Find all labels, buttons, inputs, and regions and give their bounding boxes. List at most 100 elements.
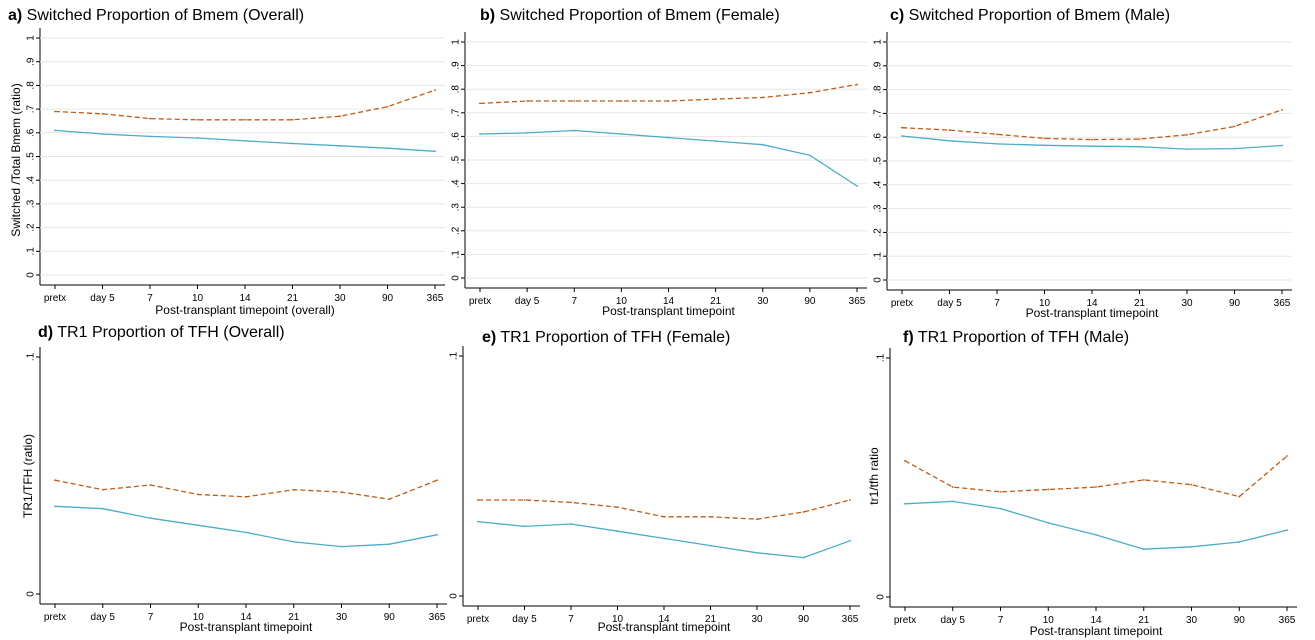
data-point [526, 131, 529, 134]
panel-letter: f) [903, 329, 914, 346]
panel-letter: e) [482, 329, 496, 346]
data-point [808, 91, 811, 94]
data-point [948, 139, 951, 142]
data-point [1281, 144, 1283, 147]
data-point [573, 129, 576, 132]
panel-title: d) TR1 Proportion of TFH (Overall) [38, 324, 285, 341]
x-tick-label: 14 [240, 612, 252, 623]
x-tick-label: 365 [1279, 615, 1296, 626]
data-point [101, 133, 104, 135]
y-tick-label: .3 [873, 204, 884, 213]
data-point [951, 500, 954, 503]
y-tick-label: .6 [451, 132, 462, 141]
y-tick-label: .7 [26, 104, 37, 113]
series-line-solid [54, 505, 438, 548]
y-tick-label: .3 [26, 199, 37, 208]
panel-title-text: TR1 Proportion of TFH (Male) [914, 329, 1129, 346]
panel-c: c) Switched Proportion of Bmem (Male) 0 .1… [873, 7, 1292, 320]
y-tick-label: .6 [26, 128, 37, 137]
data-point [756, 551, 758, 554]
y-tick-label: .9 [26, 57, 37, 66]
data-point [1286, 529, 1288, 531]
x-tick-label: 365 [849, 296, 866, 307]
data-point [951, 486, 954, 488]
data-point [1233, 125, 1236, 128]
panel-title: b) Switched Proportion of Bmem (Female) [480, 7, 780, 24]
data-point [1238, 541, 1241, 543]
data-point [570, 523, 572, 525]
x-tick-label: 30 [751, 614, 763, 625]
x-axis-label: Post-transplant timepoint [1030, 624, 1163, 638]
panel-title-text: Switched Proportion of Bmem (Overall) [22, 7, 304, 24]
x-axis-label: Post-transplant timepoint [1026, 306, 1159, 320]
data-point [386, 105, 389, 108]
x-tick-label: 10 [1039, 298, 1051, 309]
y-tick-label: .9 [451, 61, 462, 70]
data-point [340, 545, 343, 548]
y-tick-label: .5 [451, 155, 462, 164]
panel-b: b) Switched Proportion of Bmem (Female) 0… [451, 7, 867, 318]
x-tick-label: 90 [384, 612, 396, 623]
data-point [620, 133, 623, 135]
data-point [620, 100, 623, 102]
y-tick-label: .2 [451, 226, 462, 235]
series-line-solid [479, 129, 858, 187]
x-tick-label: 10 [193, 612, 205, 623]
y-tick-label: .7 [873, 109, 884, 118]
y-tick-label: 0 [451, 275, 462, 281]
data-point [802, 511, 805, 513]
x-tick-label: 10 [612, 614, 624, 625]
data-point [196, 118, 199, 121]
data-point [1043, 137, 1046, 140]
data-point [1233, 147, 1236, 150]
x-tick-label: 21 [1134, 298, 1146, 309]
data-point [388, 498, 391, 501]
data-point [1190, 545, 1193, 548]
series-line-dashed [904, 455, 1288, 498]
y-tick-label: .1 [26, 352, 37, 361]
x-tick-label: 90 [798, 614, 810, 625]
data-point [904, 459, 906, 462]
y-tick-label: 0 [26, 272, 37, 278]
x-tick-label: day 5 [91, 612, 116, 623]
x-tick-label: 14 [658, 614, 670, 625]
data-point [197, 524, 200, 527]
y-tick-label: 1 [873, 39, 884, 45]
x-tick-label: 365 [427, 293, 444, 304]
data-point [101, 112, 104, 115]
x-tick-label: 21 [288, 612, 300, 623]
data-point [1138, 138, 1141, 141]
data-point [526, 100, 529, 102]
data-point [1186, 133, 1188, 136]
x-tick-label: 30 [1186, 615, 1198, 626]
x-tick-label: pretx [467, 614, 489, 625]
data-point [1190, 483, 1193, 486]
data-point [245, 495, 247, 498]
data-point [761, 96, 764, 99]
data-point [523, 499, 526, 501]
data-point [904, 502, 906, 505]
y-tick-label: .1 [26, 247, 37, 256]
y-tick-label: 1 [451, 39, 462, 45]
data-point [1186, 148, 1188, 151]
panel-title-text: TR1 Proportion of TFH (Female) [496, 329, 730, 346]
y-tick-label: .2 [26, 223, 37, 232]
data-point [1091, 138, 1093, 141]
x-tick-label: day 5 [937, 298, 962, 309]
data-point [149, 484, 152, 486]
y-tick-label: .5 [26, 152, 37, 161]
data-point [244, 139, 246, 142]
data-point [245, 531, 247, 534]
x-tick-label: pretx [44, 612, 66, 623]
x-tick-label: 14 [663, 296, 675, 307]
x-tick-label: 7 [571, 296, 577, 307]
y-tick-label: 1 [26, 35, 37, 41]
data-point [54, 129, 56, 132]
series-line-dashed [54, 89, 436, 121]
x-tick-label: 30 [334, 293, 346, 304]
data-point [901, 126, 903, 129]
data-point [1043, 144, 1046, 147]
x-tick-label: pretx [469, 296, 491, 307]
series-line-dashed [901, 109, 1283, 141]
x-axis-label: Post-transplant timepoint [180, 620, 313, 634]
